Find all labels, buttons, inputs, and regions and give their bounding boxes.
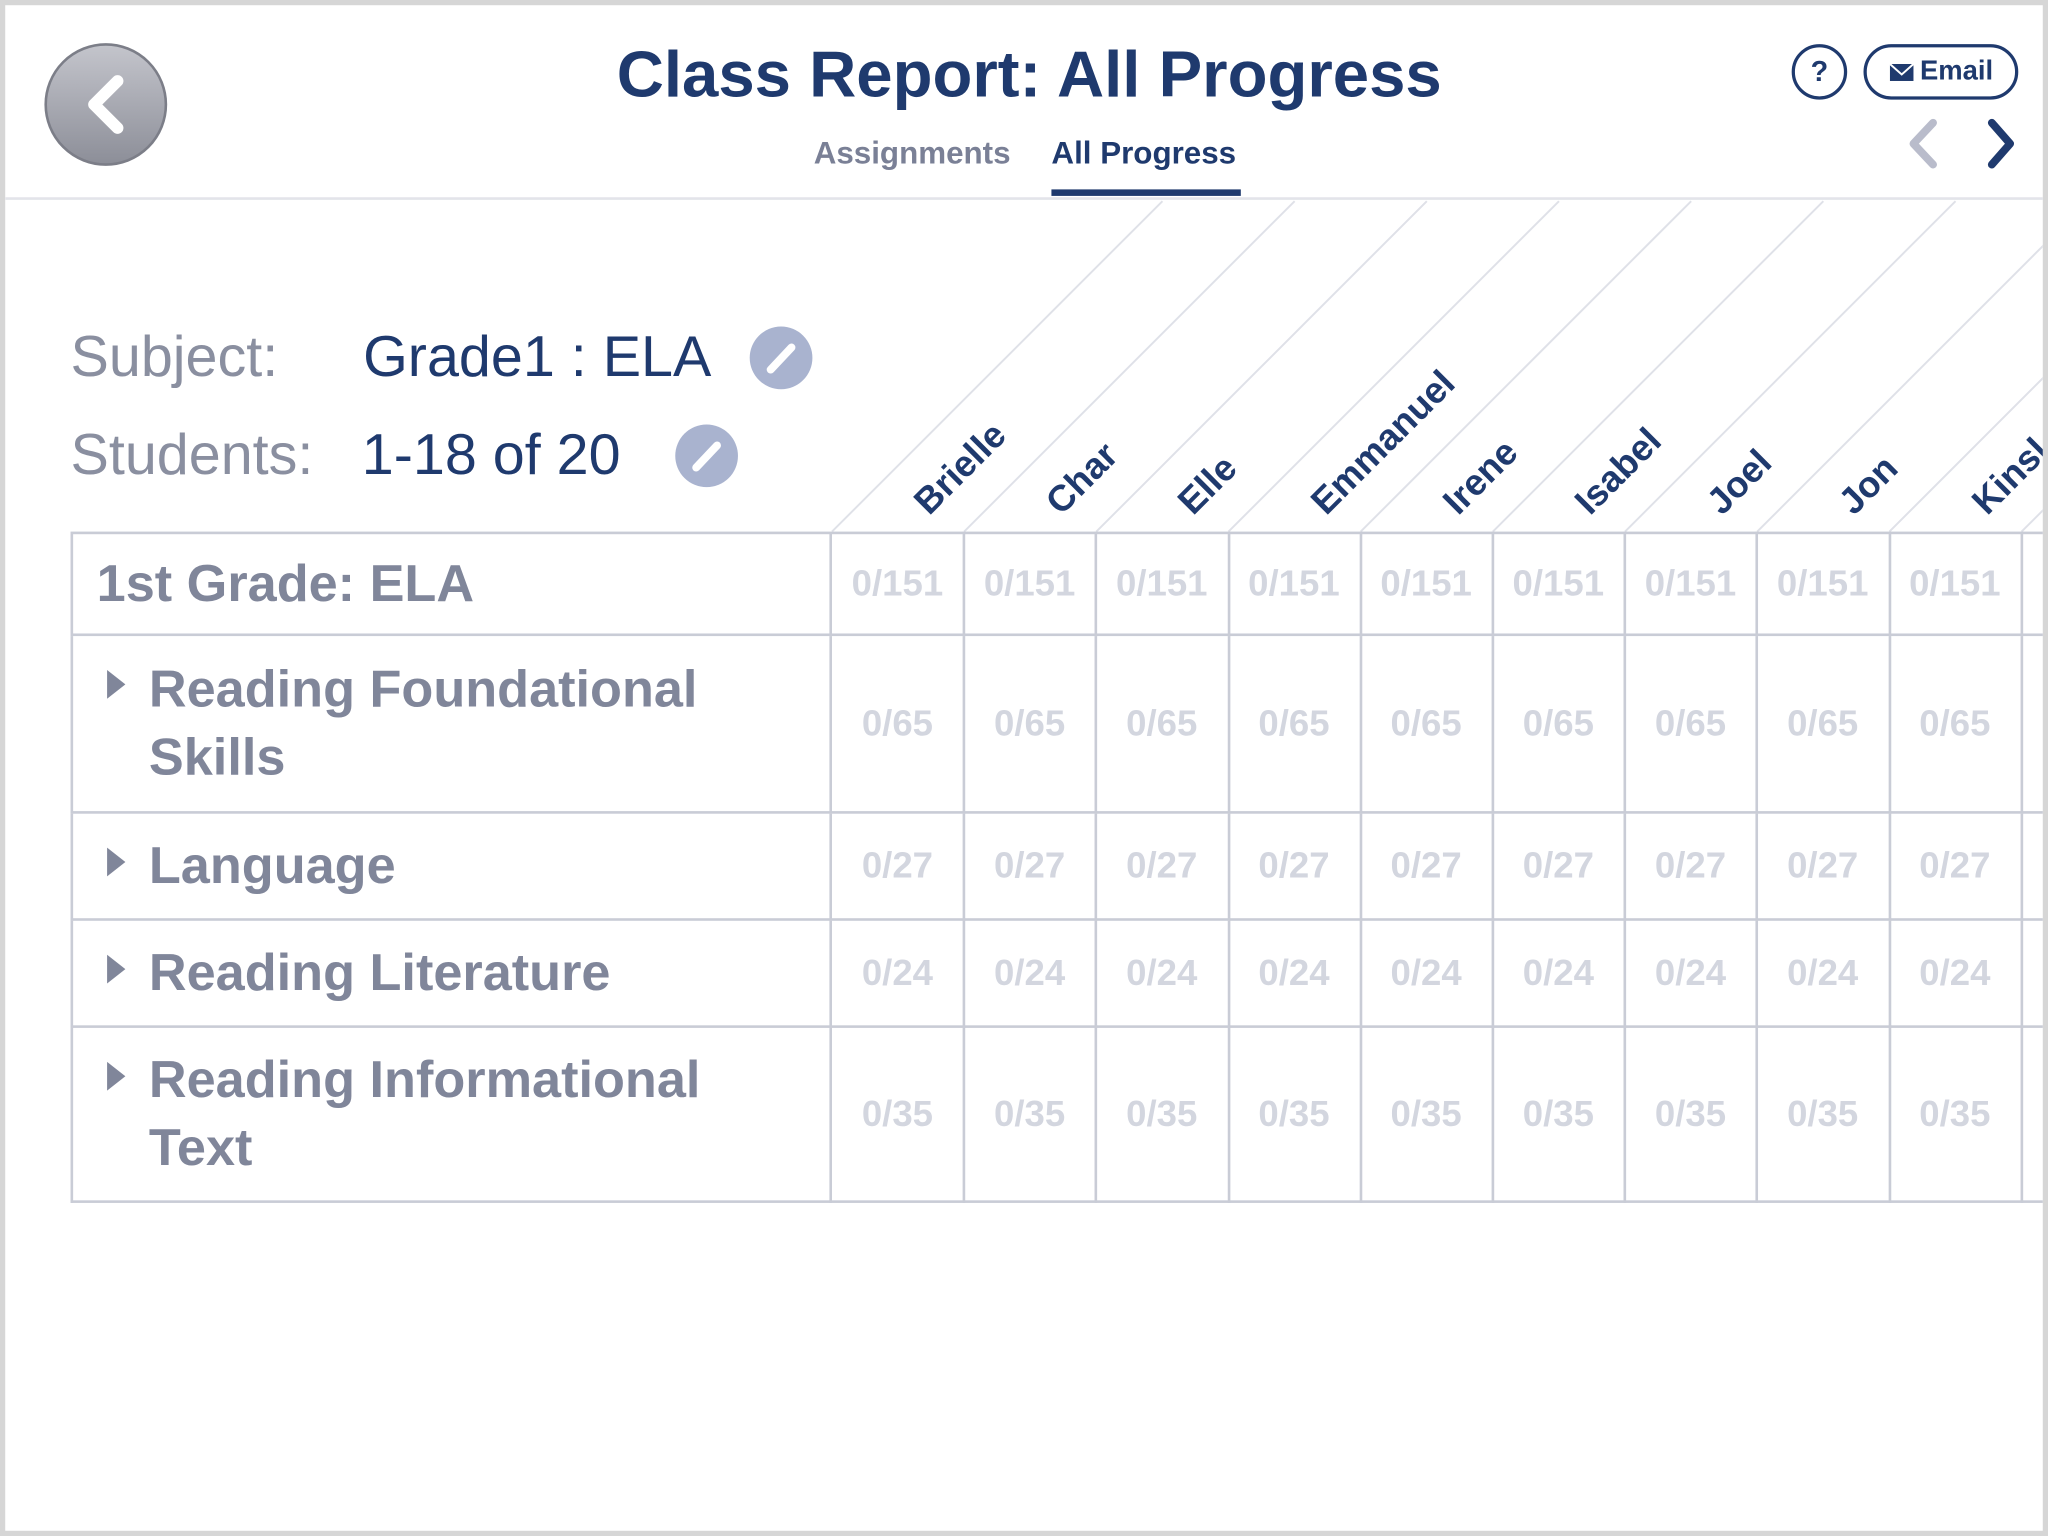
- diagonal: [1492, 200, 1825, 533]
- progress-cell: 0/27: [831, 813, 966, 921]
- progress-cell: 0/27: [964, 813, 1098, 921]
- progress-cell: 0/151: [831, 531, 966, 637]
- row-label[interactable]: Reading Informational Text: [70, 1027, 832, 1203]
- diagonal: [1624, 200, 1957, 533]
- diagonal: [1095, 200, 1428, 533]
- row-label[interactable]: Reading Foundational Skills: [70, 636, 832, 814]
- decor: [5, 43, 2043, 533]
- edit-icons[interactable]: [675, 326, 813, 488]
- progress-cell: 0/24: [831, 920, 966, 1028]
- progress-cell: 0/27: [1096, 813, 1230, 921]
- progress-cell: 0/151: [1360, 531, 1495, 637]
- title: Class Report: All Progress: [616, 37, 1442, 112]
- help-circle[interactable]: [1791, 44, 1848, 100]
- progress-cell: 0/65: [1228, 636, 1362, 814]
- clipped-cell: [2021, 814, 2043, 921]
- tab-underline: [1051, 189, 1241, 196]
- progress-cell: 0/65: [1757, 636, 1891, 814]
- diagonal: [831, 200, 1164, 533]
- progress-cell: 0/35: [1228, 1027, 1362, 1203]
- progress-cell: 0/151: [1625, 531, 1759, 637]
- expand-arrow: [107, 670, 126, 699]
- column-diagonals: [831, 200, 2043, 533]
- expand-arrow: [107, 954, 126, 984]
- row-label-text: 1st Grade: ELA: [96, 555, 475, 613]
- row-label-text: Language: [148, 837, 396, 895]
- progress-cell: 0/151: [1757, 531, 1891, 637]
- progress-cell: 0/24: [1360, 920, 1495, 1028]
- progress-cell: 0/27: [1889, 813, 2023, 921]
- row-label[interactable]: Language: [70, 813, 832, 921]
- email-button[interactable]: Email: [1919, 56, 1994, 87]
- diagonal: [1756, 244, 2043, 533]
- progress-cell: 0/24: [1889, 920, 2023, 1028]
- progress-cell: 0/24: [1228, 920, 1362, 1028]
- row-label-text: Reading Informational Text: [148, 1051, 701, 1177]
- diagonal: [1227, 200, 1560, 533]
- clipped-cell: [2021, 1028, 2043, 1203]
- progress-cell: 0/27: [1492, 813, 1627, 921]
- diagonal: [1360, 200, 1692, 533]
- clipped-cell: [2021, 531, 2043, 637]
- clipped-cell: [2021, 921, 2043, 1028]
- progress-cell: 0/35: [1757, 1027, 1891, 1203]
- subject-label: Subject:: [70, 325, 279, 390]
- progress-cell: 0/27: [1757, 813, 1891, 921]
- mail-flap: [1889, 63, 1915, 76]
- progress-cell: 0/35: [1096, 1027, 1230, 1203]
- progress-cell: 0/35: [1360, 1027, 1495, 1203]
- diagonal: [1888, 376, 2043, 533]
- progress-cell: 0/65: [1492, 636, 1627, 814]
- help-button[interactable]: ?: [1810, 54, 1829, 88]
- progress-cell: 0/151: [1228, 531, 1362, 637]
- progress-cell: 0/24: [1096, 920, 1230, 1028]
- next-arrow[interactable]: [1987, 118, 2015, 169]
- progress-cell: 0/27: [1228, 813, 1362, 921]
- progress-cell: 0/24: [1625, 920, 1759, 1028]
- progress-cell: 0/35: [1625, 1027, 1759, 1203]
- email-pill[interactable]: [1863, 44, 2019, 100]
- clipped-cell: [2021, 636, 2043, 814]
- progress-cell: 0/24: [1757, 920, 1891, 1028]
- subject-value: Grade1 : ELA: [363, 325, 712, 390]
- back-button[interactable]: [44, 43, 168, 166]
- progress-cell: 0/65: [1096, 636, 1230, 814]
- progress-cell: 0/151: [1492, 531, 1627, 637]
- progress-cell: 0/65: [1889, 636, 2023, 814]
- prev-arrow[interactable]: [1909, 118, 1937, 169]
- progress-cell: 0/65: [1360, 636, 1495, 814]
- students-label: Students:: [70, 423, 314, 488]
- tab[interactable]: Assignments: [813, 135, 1011, 172]
- progress-cell: 0/35: [1492, 1027, 1627, 1203]
- expand-arrow: [107, 1061, 126, 1091]
- progress-cell: 0/27: [1360, 813, 1495, 921]
- progress-cell: 0/151: [1096, 531, 1230, 637]
- row-label[interactable]: Reading Literature: [70, 920, 832, 1028]
- row-label-text: Reading Foundational Skills: [148, 660, 698, 787]
- progress-cell: 0/35: [964, 1027, 1098, 1203]
- progress-cell: 0/27: [1625, 813, 1759, 921]
- diagonal: [963, 200, 1296, 533]
- tab-active[interactable]: All Progress: [1051, 135, 1237, 172]
- expand-arrow: [107, 847, 126, 877]
- progress-cell: 0/24: [964, 920, 1098, 1028]
- progress-cell: 0/24: [1492, 920, 1627, 1028]
- progress-cell: 0/65: [1625, 636, 1759, 814]
- progress-cell: 0/35: [831, 1027, 966, 1203]
- progress-cell: 0/35: [1889, 1027, 2023, 1203]
- row-label: 1st Grade: ELA: [70, 531, 832, 637]
- progress-cell: 0/65: [831, 636, 966, 814]
- progress-cell: 0/151: [1889, 531, 2023, 637]
- students-value: 1-18 of 20: [361, 423, 621, 488]
- progress-cell: 0/65: [964, 636, 1098, 814]
- progress-cell: 0/151: [964, 531, 1098, 637]
- row-label-text: Reading Literature: [148, 944, 611, 1002]
